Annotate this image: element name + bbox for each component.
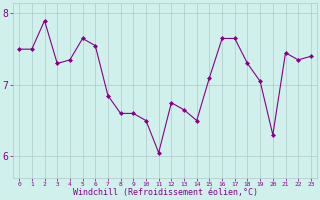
X-axis label: Windchill (Refroidissement éolien,°C): Windchill (Refroidissement éolien,°C) bbox=[73, 188, 258, 197]
